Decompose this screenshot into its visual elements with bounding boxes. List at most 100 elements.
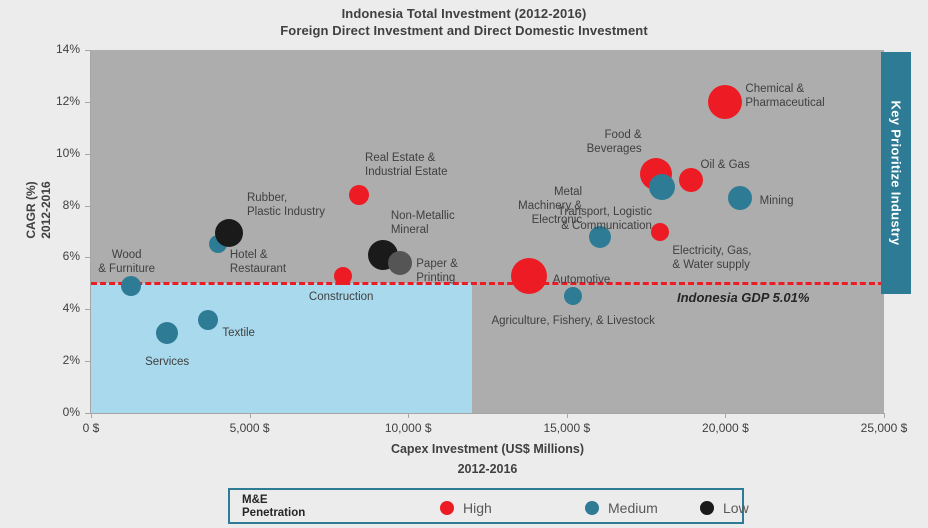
y-tick-mark [85,205,90,207]
y-tick-label: 12% [55,93,80,108]
y-tick-mark [85,101,90,103]
bubble-label-line: & Furniture [98,262,156,275]
bubble-label-electricity-gas-water-supply: Electricity, Gas, & Water supply [672,244,751,272]
bubble-label-textile: Textile [222,326,255,340]
y-tick-label: 8% [62,197,80,212]
bubble-automotive[interactable] [510,257,547,294]
bubble-label-chemical-pharmaceutical: Chemical & Pharmaceutical [745,82,824,110]
bubble-services[interactable] [156,321,179,344]
y-tick-mark [85,309,90,311]
x-tick-label: 25,000 $ [860,421,908,435]
x-tick-mark [884,413,885,418]
bubble-label-food-beverages: Food & Beverages [587,128,642,156]
bubble-label-line: Industrial Estate [365,166,448,179]
y-tick-mark [85,50,90,51]
bubble-label-line: & Communication [561,220,652,233]
bubble-metal-machinery-electronic[interactable] [589,225,612,248]
bubble-wood-furniture[interactable] [120,275,141,296]
gdp-reference-line [91,282,884,286]
bubble-construction[interactable] [334,266,353,285]
bubble-agriculture-fishery-livestock[interactable] [564,287,583,306]
bubble-label-line: Electronic [531,213,583,226]
x-tick-label: 15,000 $ [543,421,591,435]
bubble-chemical-pharmaceutical[interactable] [708,84,743,119]
x-tick-mark [91,413,92,418]
bubble-transport-logistic-communication[interactable] [648,174,675,201]
chart-title-line1: Indonesia Total Investment (2012-2016) [341,6,587,21]
x-tick-label: 5,000 $ [229,421,270,435]
bubble-electricity-gas-water-supply[interactable] [651,222,670,241]
x-tick-label: 10,000 $ [384,421,432,435]
bubble-label-line: Transport, Logistic [557,206,652,219]
bubble-label-line: Paper & [416,257,458,270]
bubble-label-line: Rubber, [246,191,288,204]
legend-label: High [463,500,492,516]
x-tick-label: 0 $ [82,421,100,435]
bubble-textile[interactable] [198,309,219,330]
gdp-annotation-label: Indonesia GDP 5.01% [677,290,810,306]
bubble-label-line: Non-Metallic [390,209,455,222]
y-tick-mark [85,153,90,155]
bubble-paper-printing[interactable] [388,250,413,275]
bubble-label-line: Agriculture, Fishery, & Livestock [491,315,655,328]
bubble-label-paper-printing: Paper & Printing [416,257,458,285]
bubble-label-rubber-plastic-industry: Rubber, Plastic Industry [247,191,325,219]
legend-title-line1: M&E [242,494,268,506]
x-tick-mark [408,413,410,418]
key-prioritize-industry-label: Key Prioritize Industry [888,100,904,246]
bubble-label-construction: Construction [309,290,374,304]
bubble-label-line: Beverages [586,143,642,156]
bubble-label-line: Printing [416,271,456,284]
x-tick-mark [725,413,727,418]
y-tick-label: 0% [62,405,80,419]
x-axis-line [90,413,885,414]
x-tick-label: 20,000 $ [702,421,749,435]
legend-entry-medium[interactable]: Medium [585,499,658,517]
bubble-label-wood-furniture: Wood & Furniture [98,248,155,276]
legend-title: M&E Penetration [242,494,305,520]
y-tick-label: 10% [55,145,80,160]
below-gdp-region [91,283,472,413]
bubble-label-line: Plastic Industry [246,205,325,218]
y-tick-label: 6% [62,249,80,264]
y-axis-title: CAGR (%) 2012-2016 [24,165,54,255]
bubble-label-line: Pharmaceutical [745,96,825,109]
bubble-label-line: Chemical & [745,82,805,95]
y-tick-mark [85,361,90,363]
bubble-label-line: Hotel & [229,249,268,262]
bubble-label-hotel-restaurant: Hotel & Restaurant [230,248,286,276]
bubble-label-line: Oil & Gas [700,158,750,171]
y-tick-mark [85,413,90,414]
bubble-label-real-estate-industrial-estate: Real Estate & Industrial Estate [365,151,447,179]
legend-label: Low [723,500,749,516]
bubble-mining[interactable] [727,185,752,210]
bubble-label-line: Restaurant [229,263,287,276]
legend-entry-high[interactable]: High [440,499,492,517]
legend-label: Medium [608,500,658,516]
bubble-label-agriculture-fishery-livestock: Agriculture, Fishery, & Livestock [491,314,654,328]
bubble-rubber-plastic-industry[interactable] [214,218,243,247]
y-axis-title-line1: CAGR (%) [24,181,38,239]
bubble-label-transport-logistic-communication: Transport, Logistic & Communication [558,205,652,233]
legend-entry-low[interactable]: Low [700,499,749,517]
legend: M&E Penetration High Medium Low [228,488,749,524]
bubble-label-line: Machinery & [518,199,583,212]
y-axis-title-line2: 2012-2016 [39,181,53,239]
chart-title-line2: Foreign Direct Investment and Direct Dom… [280,23,648,38]
bubble-label-mining: Mining [760,194,794,208]
bubble-label-line: Services [145,355,190,368]
bubble-label-services: Services [145,355,189,369]
bubble-label-line: Mineral [390,223,429,236]
bubble-real-estate-industrial-estate[interactable] [349,185,370,206]
bubble-label-line: Real Estate & [365,152,436,165]
legend-dot-high-icon [440,501,454,515]
y-tick-label: 14% [55,42,80,56]
x-axis-title-line2: 2012-2016 [457,462,518,476]
bubble-label-line: & Water supply [672,258,750,271]
bubble-oil-gas[interactable] [678,167,703,192]
key-prioritize-industry-banner: Key Prioritize Industry [881,52,911,294]
plot-area: Indonesia GDP 5.01% Wood & Furniture Servi… [91,50,884,413]
bubble-label-automotive: Automotive [553,273,611,287]
bubble-label-line: Mining [759,194,794,207]
